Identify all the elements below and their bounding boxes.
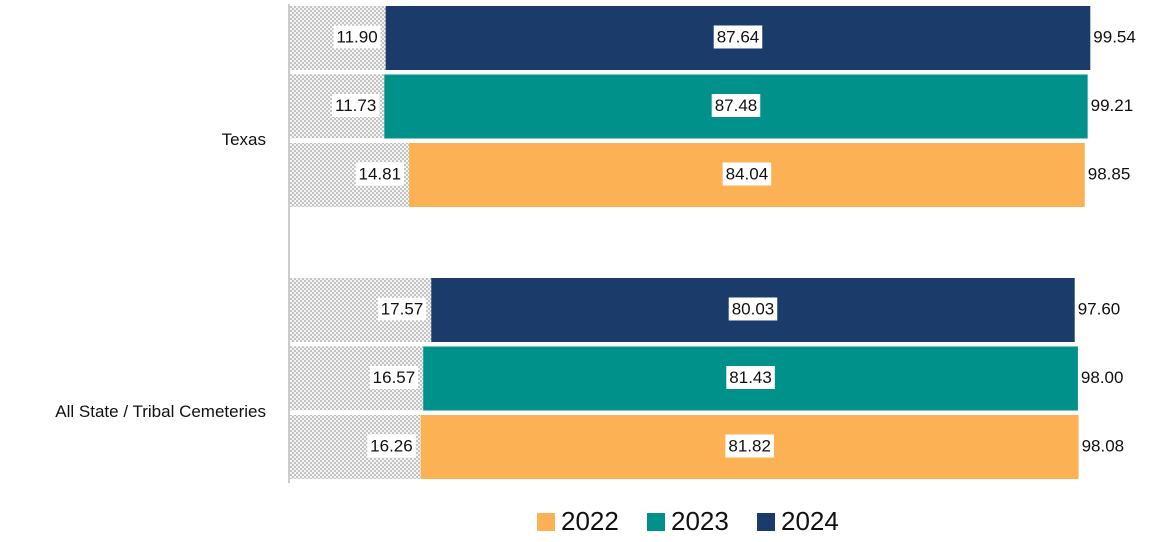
category-label: Texas xyxy=(222,130,266,149)
base-label: 17.57 xyxy=(381,299,424,318)
total-label: 98.08 xyxy=(1082,436,1125,455)
value-label: 81.82 xyxy=(728,436,771,455)
value-label-group: 87.64 xyxy=(713,25,763,49)
value-label-group: 87.48 xyxy=(711,93,761,117)
total-label: 98.85 xyxy=(1088,164,1131,183)
value-label: 81.43 xyxy=(729,368,772,387)
value-label-box xyxy=(725,434,774,458)
base-label-box xyxy=(377,297,427,321)
base-label-box xyxy=(369,365,419,389)
base-label-box xyxy=(367,434,416,458)
base-label: 16.57 xyxy=(373,368,416,387)
value-label-box xyxy=(711,93,761,117)
legend-label: 2022 xyxy=(561,506,619,536)
value-label-group: 81.82 xyxy=(725,434,774,458)
base-label: 14.81 xyxy=(359,164,402,183)
base-label: 11.73 xyxy=(335,96,376,115)
value-label: 84.04 xyxy=(726,164,769,183)
value-label-box xyxy=(722,162,772,186)
value-label-group: 81.43 xyxy=(726,365,775,389)
legend-swatch xyxy=(757,513,775,531)
total-label: 99.54 xyxy=(1093,27,1136,46)
base-label: 11.90 xyxy=(336,27,377,46)
base-label: 16.26 xyxy=(370,436,413,455)
total-label: 99.21 xyxy=(1091,96,1134,115)
value-label-group: 84.04 xyxy=(722,162,772,186)
value-label-group: 80.03 xyxy=(728,297,778,321)
value-label: 80.03 xyxy=(732,299,775,318)
value-label: 87.64 xyxy=(717,27,760,46)
value-label-box xyxy=(728,297,778,321)
base-label-group: 16.26 xyxy=(367,434,416,458)
value-label: 87.48 xyxy=(715,96,758,115)
base-label-group: 14.81 xyxy=(355,162,405,186)
base-label-group: 16.57 xyxy=(369,365,419,389)
legend-swatch xyxy=(647,513,665,531)
value-label-box xyxy=(726,365,775,389)
base-label-box xyxy=(355,162,405,186)
base-label-group: 17.57 xyxy=(377,297,427,321)
value-label-box xyxy=(713,25,763,49)
base-label-group: 11.90 xyxy=(333,25,381,49)
category-label: All State / Tribal Cemeteries xyxy=(55,402,266,421)
base-label-group: 11.73 xyxy=(332,93,380,117)
legend-label: 2024 xyxy=(781,506,839,536)
legend-swatch xyxy=(537,513,555,531)
total-label: 98.00 xyxy=(1081,368,1124,387)
base-label-box xyxy=(332,93,380,117)
total-label: 97.60 xyxy=(1078,299,1121,318)
legend-label: 2023 xyxy=(671,506,729,536)
base-label-box xyxy=(333,25,381,49)
